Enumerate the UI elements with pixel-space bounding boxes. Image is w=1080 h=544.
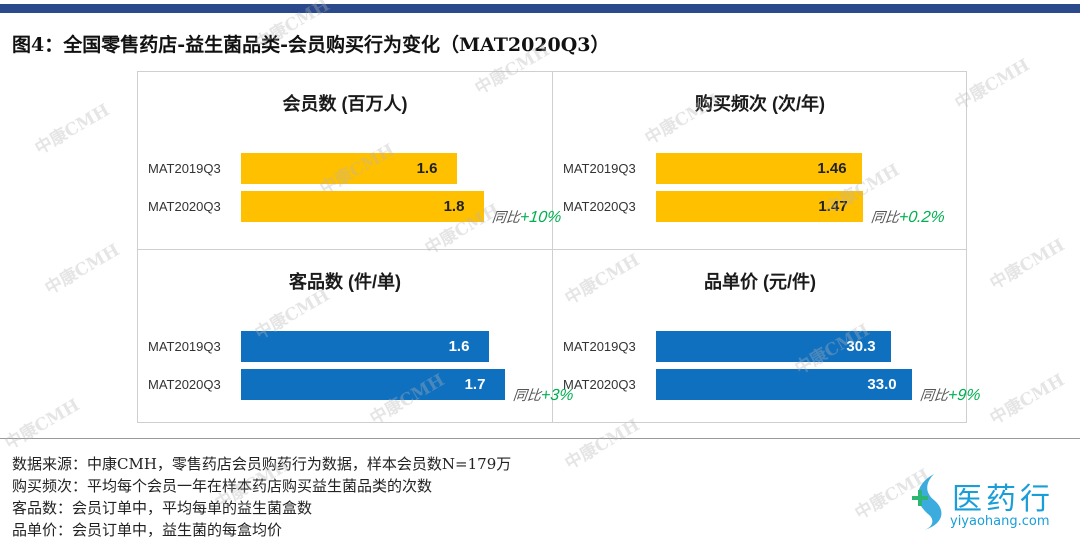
note-price: 品单价：会员订单中，益生菌的每盒均价	[12, 521, 283, 539]
top-rule	[0, 4, 1080, 13]
yoy-label: 同比	[512, 387, 542, 403]
bar: 33.0	[656, 369, 912, 400]
yoy-value: +9%	[947, 387, 982, 404]
panel-unit-price: 品单价 (元/件) MAT2019Q3 30.3 MAT2020Q3 33.0 同比+9%	[553, 250, 981, 426]
bar-value-label: 33.0	[867, 376, 897, 393]
logo-mark-icon	[912, 474, 942, 530]
bar-value-label: 1.47	[818, 198, 848, 215]
bar-value-label: 1.8	[443, 198, 465, 215]
category-label: MAT2019Q3	[563, 339, 636, 354]
yoy-annotation: 同比+10%	[491, 207, 562, 227]
bar: 1.46	[656, 153, 862, 184]
yoy-value: +0.2%	[898, 209, 946, 226]
panel-title: 购买频次 (次/年)	[695, 94, 825, 114]
category-label: MAT2019Q3	[563, 161, 636, 176]
watermark: 中康CMH	[31, 100, 114, 159]
grid-divider-vertical	[552, 72, 553, 422]
category-label: MAT2020Q3	[563, 377, 636, 392]
yoy-label: 同比	[491, 209, 521, 225]
watermark: 中康CMH	[986, 370, 1069, 429]
panel-purchase-frequency: 购买频次 (次/年) MAT2019Q3 1.46 MAT2020Q3 1.47 同比+0…	[553, 72, 967, 248]
bar-value-label: 1.46	[817, 160, 847, 177]
category-label: MAT2020Q3	[148, 377, 221, 392]
yiyaohang-logo: 医药行 yiyaohang.com	[906, 470, 1076, 540]
yoy-annotation: 同比+0.2%	[870, 207, 946, 227]
bar-value-label: 30.3	[846, 338, 876, 355]
panel-title: 客品数 (件/单)	[289, 272, 401, 292]
category-label: MAT2019Q3	[148, 339, 221, 354]
logo-url: yiyaohang.com	[950, 514, 1050, 529]
bar: 30.3	[656, 331, 891, 362]
panel-title: 会员数 (百万人)	[282, 94, 408, 114]
watermark: 中康CMH	[986, 235, 1069, 294]
note-source: 数据来源：中康CMH，零售药店会员购药行为数据，样本会员数N=179万	[12, 455, 512, 473]
panel-items-per-order: 客品数 (件/单) MAT2019Q3 1.6 MAT2020Q3 1.7 同比+3%	[138, 250, 574, 426]
chart-grid: 会员数 (百万人) MAT2019Q3 1.6 MAT2020Q3 1.8 同比+10% …	[137, 71, 981, 426]
bottom-rule	[0, 438, 1080, 439]
yoy-annotation: 同比+9%	[919, 385, 982, 405]
bar: 1.6	[241, 331, 489, 362]
note-items: 客品数：会员订单中，平均每单的益生菌盒数	[12, 499, 313, 517]
category-label: MAT2020Q3	[563, 199, 636, 214]
bar-value-label: 1.7	[464, 376, 486, 393]
logo-name: 医药行	[952, 482, 1054, 517]
bar: 1.7	[241, 369, 505, 400]
note-frequency: 购买频次：平均每个会员一年在样本药店购买益生菌品类的次数	[12, 477, 433, 495]
watermark: 中康CMH	[41, 240, 124, 299]
panel-title: 品单价 (元/件)	[704, 272, 816, 292]
category-label: MAT2020Q3	[148, 199, 221, 214]
panel-member-count: 会员数 (百万人) MAT2019Q3 1.6 MAT2020Q3 1.8 同比+10%	[138, 72, 562, 248]
category-label: MAT2019Q3	[148, 161, 221, 176]
watermark: 中康CMH	[1, 395, 84, 454]
bar: 1.8	[241, 191, 484, 222]
bar: 1.47	[656, 191, 863, 222]
yoy-label: 同比	[870, 209, 900, 225]
grid-divider-horizontal	[138, 249, 966, 250]
bar: 1.6	[241, 153, 457, 184]
bar-value-label: 1.6	[416, 160, 438, 177]
figure-title: 图4：全国零售药店-益生菌品类-会员购买行为变化（MAT2020Q3）	[12, 34, 610, 56]
bar-value-label: 1.6	[448, 338, 470, 355]
yoy-label: 同比	[919, 387, 949, 403]
